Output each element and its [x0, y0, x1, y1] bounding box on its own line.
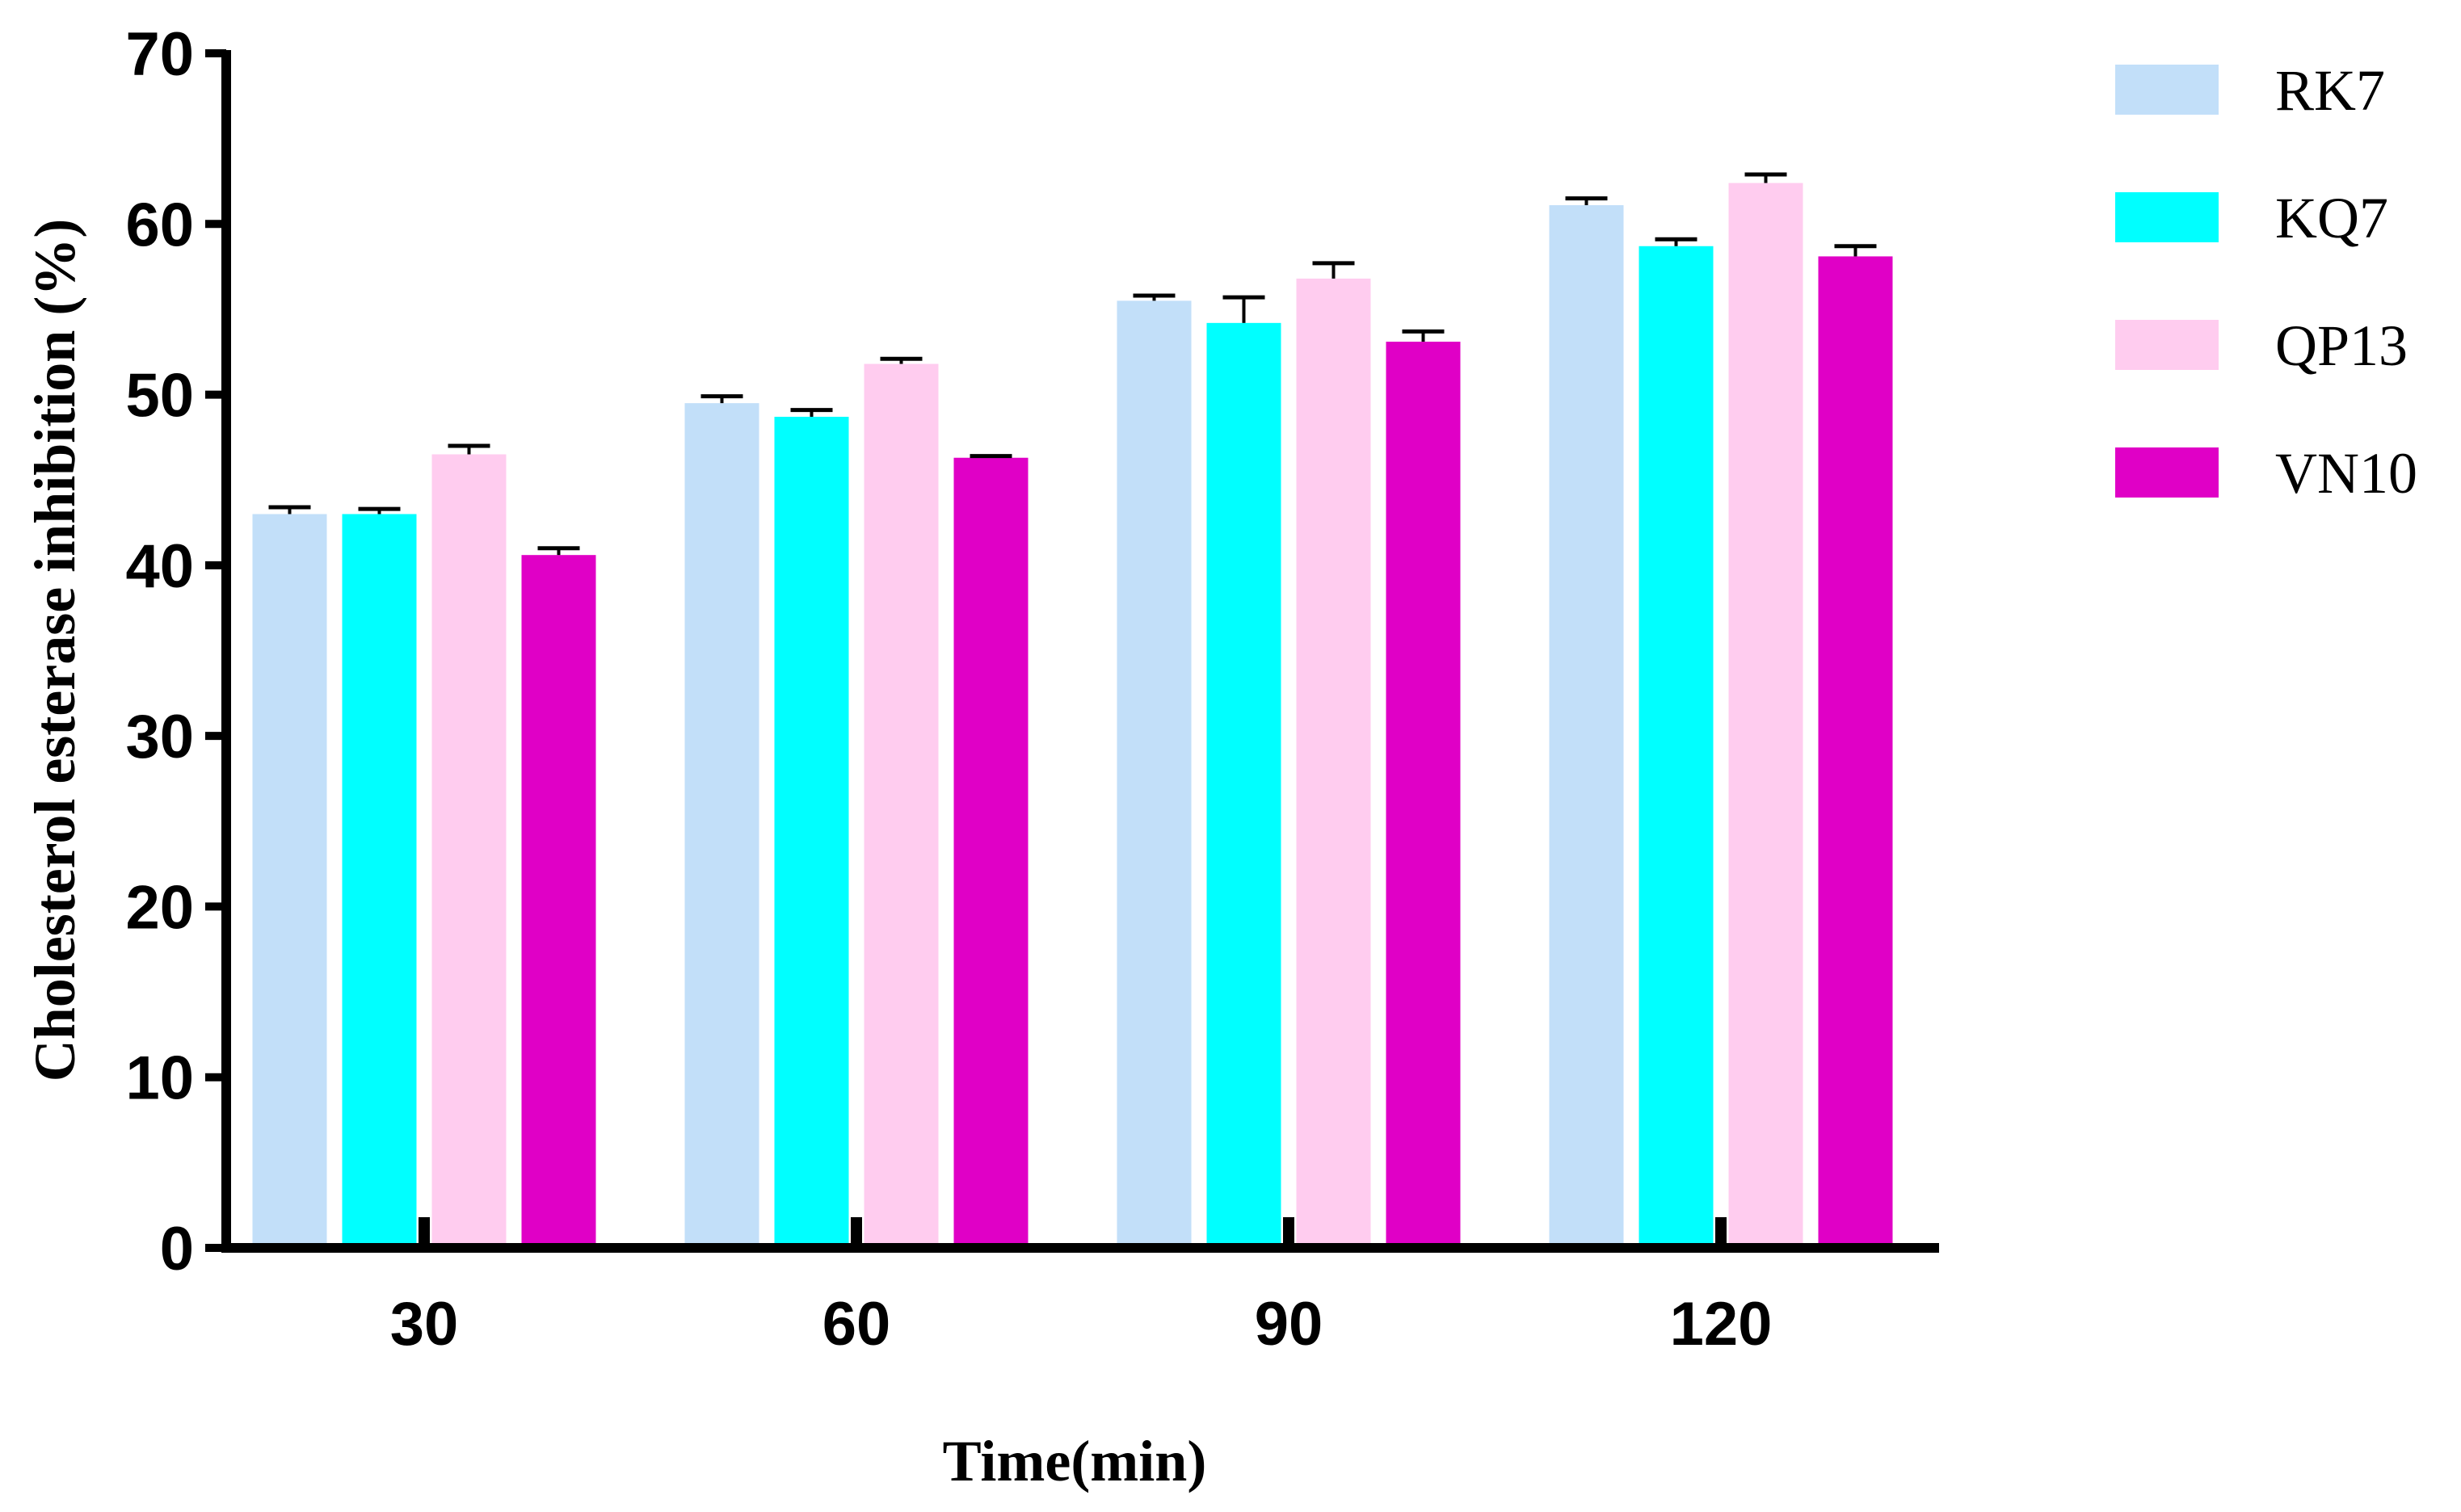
error-bar-vn10-30 — [537, 546, 580, 556]
y-tick-label-50: 50 — [125, 362, 194, 430]
bar-vn10-30 — [521, 555, 596, 1248]
legend-label-kq7: KQ7 — [2275, 186, 2388, 250]
legend-swatch-rk7 — [2115, 65, 2219, 115]
y-tick-label-70: 70 — [125, 20, 194, 89]
error-bar-rk7-30 — [268, 505, 311, 514]
x-axis-title: Time(min) — [943, 1429, 1207, 1493]
error-bar-rk7-90 — [1133, 293, 1176, 301]
bar-vn10-120 — [1818, 256, 1893, 1249]
bar-qp13-30 — [431, 454, 507, 1248]
error-bar-kq7-90 — [1222, 295, 1265, 323]
legend: RK7 KQ7 QP13 VN10 — [2115, 58, 2417, 506]
y-tick-label-30: 30 — [125, 703, 194, 771]
error-bar-kq7-60 — [790, 408, 833, 418]
error-bar-rk7-120 — [1565, 196, 1608, 206]
bar-kq7-120 — [1639, 246, 1714, 1248]
y-tick-label-60: 60 — [125, 191, 194, 259]
x-tick-label-60: 60 — [822, 1290, 891, 1359]
bar-vn10-60 — [953, 457, 1029, 1248]
x-tick-label-120: 120 — [1670, 1290, 1773, 1359]
bar-vn10-90 — [1386, 342, 1461, 1248]
bar-rk7-90 — [1117, 300, 1192, 1249]
legend-item-kq7: KQ7 — [2115, 186, 2388, 250]
y-tick-label-10: 10 — [125, 1044, 194, 1113]
legend-label-qp13: QP13 — [2275, 313, 2408, 378]
error-bar-kq7-120 — [1655, 237, 1697, 246]
bars-layer — [252, 183, 1893, 1249]
error-bar-qp13-120 — [1744, 172, 1787, 183]
error-bar-qp13-90 — [1312, 261, 1355, 279]
legend-swatch-kq7 — [2115, 192, 2219, 242]
bar-rk7-60 — [684, 403, 759, 1248]
bar-qp13-90 — [1296, 278, 1371, 1248]
x-tick-label-30: 30 — [390, 1290, 459, 1359]
error-bar-vn10-60 — [970, 454, 1012, 459]
error-bar-kq7-30 — [358, 506, 401, 514]
bar-rk7-30 — [252, 514, 327, 1248]
error-bars-layer — [268, 172, 1877, 556]
legend-label-rk7: RK7 — [2275, 58, 2385, 123]
y-tick-label-20: 20 — [125, 873, 194, 942]
error-bar-vn10-90 — [1402, 329, 1445, 342]
bar-qp13-120 — [1728, 183, 1803, 1248]
bar-kq7-90 — [1206, 322, 1281, 1248]
legend-swatch-qp13 — [2115, 320, 2219, 370]
y-tick-label-0: 0 — [160, 1215, 194, 1283]
y-axis-title: Cholesterol esterase inhibition (%) — [23, 219, 87, 1082]
y-tick-label-40: 40 — [125, 532, 194, 601]
bar-rk7-120 — [1549, 205, 1624, 1248]
legend-item-rk7: RK7 — [2115, 58, 2385, 123]
error-bar-qp13-60 — [880, 356, 923, 364]
x-tick-label-90: 90 — [1255, 1290, 1323, 1359]
bar-kq7-30 — [342, 514, 417, 1248]
bar-qp13-60 — [864, 363, 939, 1248]
bar-kq7-60 — [774, 417, 849, 1248]
legend-label-vn10: VN10 — [2275, 441, 2417, 506]
error-bar-rk7-60 — [700, 394, 743, 404]
legend-swatch-vn10 — [2115, 447, 2219, 498]
legend-item-qp13: QP13 — [2115, 313, 2408, 378]
legend-item-vn10: VN10 — [2115, 441, 2417, 506]
axes-layer: 0 10 20 30 40 50 60 70 30 60 90 120 — [125, 20, 1939, 1359]
error-bar-vn10-120 — [1834, 244, 1877, 257]
error-bar-qp13-30 — [448, 443, 490, 455]
